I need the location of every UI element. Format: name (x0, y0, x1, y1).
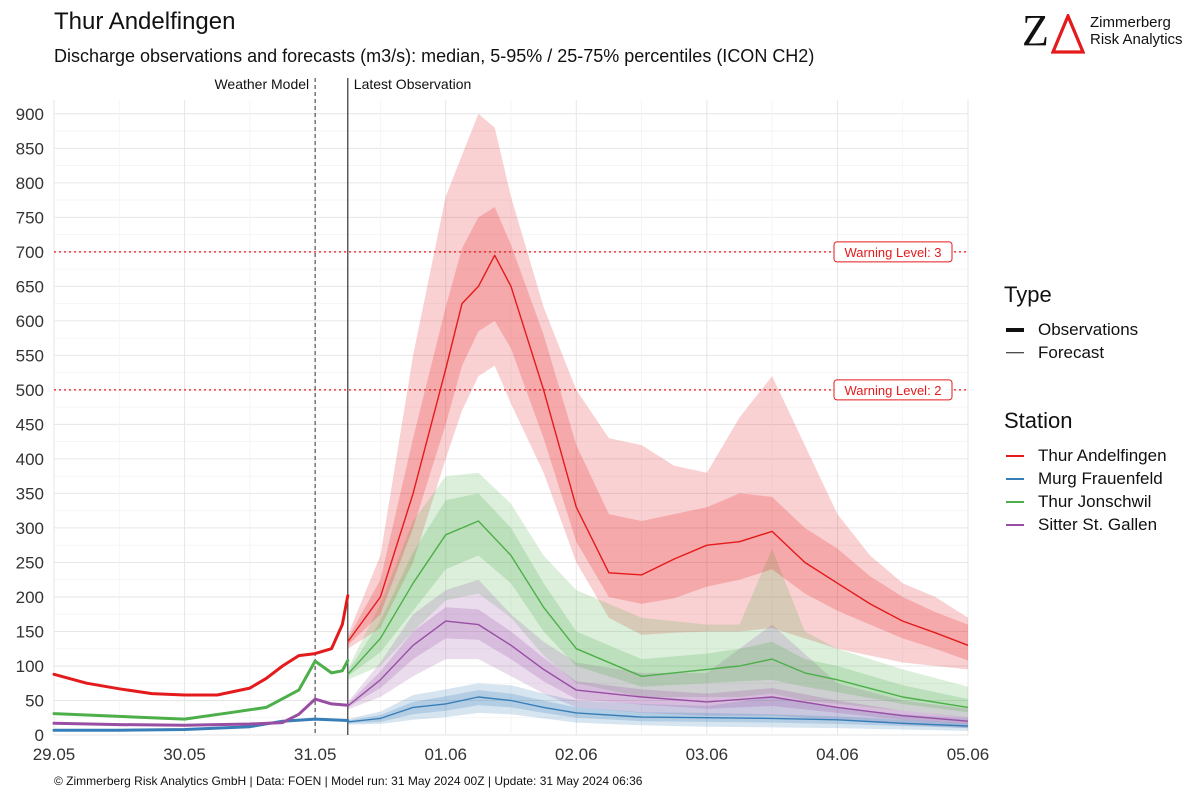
x-tick-label: 01.06 (424, 745, 467, 764)
legend-line-swatch (1004, 327, 1026, 332)
y-tick-label: 700 (16, 243, 44, 262)
y-tick-label: 750 (16, 208, 44, 227)
legend-type-item: Observations (1004, 318, 1194, 341)
legend-station-item: Thur Jonschwil (1004, 490, 1194, 513)
y-tick-label: 500 (16, 381, 44, 400)
y-tick-label: 400 (16, 450, 44, 469)
y-tick-label: 600 (16, 312, 44, 331)
y-tick-label: 0 (35, 726, 44, 745)
x-tick-label: 29.05 (33, 745, 76, 764)
band-5-95-thur-jonschwil (347, 472, 968, 718)
y-tick-label: 350 (16, 484, 44, 503)
y-tick-label: 450 (16, 415, 44, 434)
marker-label-latest-observation: Latest Observation (354, 76, 472, 92)
legend-station-items: Thur Andelfingen Murg Frauenfeld Thur Jons… (1004, 444, 1194, 536)
legend-type-items: Observations Forecast (1004, 318, 1194, 364)
observation-line-thur-andelfingen (52, 594, 350, 697)
legend-type-item: Forecast (1004, 341, 1194, 364)
logo-z-glyph: Z (1022, 6, 1049, 55)
legend-color-swatch (1004, 477, 1026, 481)
time-markers: Weather Model Latest Observation (214, 76, 471, 735)
warning-level-label: Warning Level: 3 (844, 245, 941, 260)
observation-line-sitter-st-gallen (52, 697, 350, 727)
band-5-95-thur-andelfingen (347, 113, 968, 670)
band-25-75-sitter-st-gallen (347, 607, 968, 724)
legend-type-title: Type (1004, 282, 1052, 307)
chart-title: Thur Andelfingen (54, 8, 236, 35)
x-axis: 29.05 30.05 31.05 01.06 02.06 03.06 04.06 05.06 (33, 745, 990, 764)
legend-station-label: Thur Andelfingen (1038, 445, 1167, 465)
y-tick-label: 250 (16, 553, 44, 572)
legend: Type Observations Forecast Station Thur A… (1004, 282, 1194, 536)
legend-station-title: Station (1004, 408, 1073, 433)
observation-line-thur-jonschwil (52, 659, 350, 721)
y-tick-label: 550 (16, 346, 44, 365)
legend-station-label: Sitter St. Gallen (1038, 514, 1158, 534)
forecast-median-thur-jonschwil (347, 520, 969, 709)
y-tick-label: 50 (25, 691, 44, 710)
forecast-median-sitter-st-gallen (347, 620, 969, 722)
x-tick-label: 02.06 (555, 745, 598, 764)
legend-station-label: Murg Frauenfeld (1038, 468, 1163, 488)
legend-station-item: Murg Frauenfeld (1004, 467, 1194, 490)
logo-name-line1: Zimmerberg (1090, 14, 1171, 31)
y-tick-label: 650 (16, 277, 44, 296)
y-tick-label: 150 (16, 622, 44, 641)
logo-name-line2: Risk Analytics (1090, 31, 1183, 48)
legend-station-item: Sitter St. Gallen (1004, 513, 1194, 536)
series-lines (52, 254, 969, 732)
y-tick-label: 800 (16, 174, 44, 193)
legend-type-label: Observations (1038, 319, 1139, 339)
y-tick-label: 850 (16, 139, 44, 158)
y-tick-label: 300 (16, 519, 44, 538)
legend-station-item: Thur Andelfingen (1004, 444, 1194, 467)
x-tick-label: 31.05 (294, 745, 337, 764)
x-tick-label: 04.06 (816, 745, 859, 764)
legend-color-swatch (1004, 500, 1026, 504)
legend-station-label: Thur Jonschwil (1038, 491, 1152, 511)
forecast-median-murg-frauenfeld (347, 696, 969, 727)
band-25-75-thur-andelfingen (347, 207, 968, 661)
x-tick-label: 30.05 (163, 745, 206, 764)
forecast-bands (347, 113, 968, 731)
logo-name: Zimmerberg Risk Analytics (1090, 14, 1183, 48)
footer-credits: © Zimmerberg Risk Analytics GmbH | Data:… (54, 774, 643, 788)
x-tick-label: 03.06 (686, 745, 729, 764)
y-tick-label: 900 (16, 105, 44, 124)
warning-level-label-box (833, 379, 953, 401)
marker-label-weather-model: Weather Model (214, 76, 309, 92)
legend-color-swatch (1004, 454, 1026, 458)
company-logo: Z Zimmerberg Risk Analytics (1022, 6, 1192, 56)
legend-color-swatch (1004, 523, 1026, 527)
legend-type-label: Forecast (1038, 342, 1105, 362)
band-5-95-sitter-st-gallen (347, 579, 968, 729)
warning-level-label: Warning Level: 2 (844, 383, 941, 398)
chart-subtitle: Discharge observations and forecasts (m3… (54, 46, 815, 66)
warning-levels: Warning Level: 3 Warning Level: 2 (54, 241, 968, 401)
logo-delta-icon (1051, 14, 1085, 54)
forecast-median-thur-andelfingen (347, 254, 969, 646)
y-axis: 0 50 100 150 200 250 300 350 400 450 500 550 600 650 7… (16, 105, 44, 745)
observation-line-murg-frauenfeld (52, 717, 350, 732)
band-25-75-thur-jonschwil (347, 493, 968, 713)
x-tick-label: 05.06 (947, 745, 990, 764)
warning-level-label-box (833, 241, 953, 263)
legend-line-swatch (1004, 351, 1026, 355)
y-tick-label: 200 (16, 588, 44, 607)
y-tick-label: 100 (16, 657, 44, 676)
